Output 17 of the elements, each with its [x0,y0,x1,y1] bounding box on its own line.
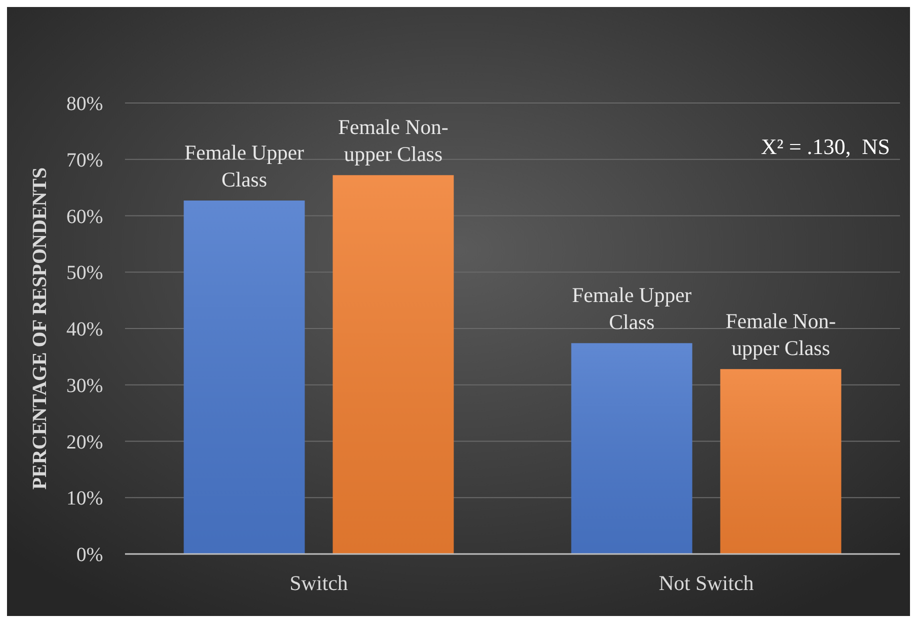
y-tick-label: 70% [66,149,103,172]
y-tick-label: 50% [66,262,103,284]
y-tick-label: 30% [66,374,103,397]
y-axis-title: PERCENTAGE OF RESPONDENTS [29,167,51,490]
x-tick-label: Switch [290,571,348,595]
text: Female Non-upper Class [726,309,836,360]
y-tick-label: 60% [66,206,103,228]
annotation: X² = .130, NS [760,134,890,159]
text: Female Upper Class [572,283,692,334]
x-tick-label: Not Switch [658,571,754,595]
y-tick-label: 10% [66,488,103,510]
series-label: Female Upper Class [184,140,304,192]
y-tick-label: 0% [76,544,103,566]
y-tick-label: 20% [66,431,103,454]
y-tick-label: 80% [66,93,103,115]
y-tick-label: 40% [66,318,103,340]
series-label: Female Non-upper Class [338,115,448,166]
